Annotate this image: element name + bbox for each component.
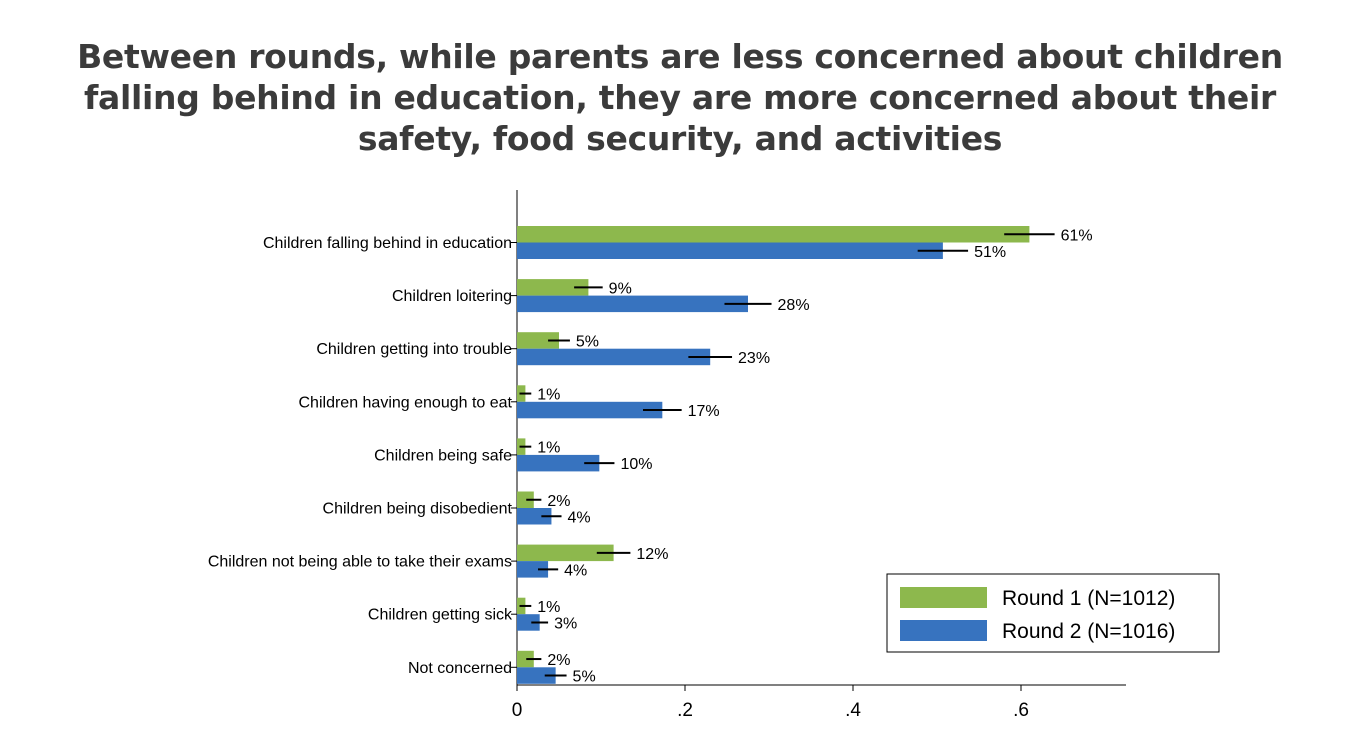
data-label: 1% <box>537 599 560 616</box>
bar <box>517 226 1030 243</box>
category-label: Children getting into trouble <box>316 341 512 358</box>
title-line: Between rounds, while parents are less c… <box>77 37 1283 76</box>
category-label: Children having enough to eat <box>299 394 513 411</box>
data-label: 4% <box>564 562 587 579</box>
bar <box>517 279 589 296</box>
bar <box>517 614 540 631</box>
x-tick-label: .2 <box>677 700 693 721</box>
data-label: 17% <box>688 403 720 420</box>
data-label: 5% <box>573 669 596 686</box>
data-label: 51% <box>974 244 1006 261</box>
bar <box>517 544 614 562</box>
category-label: Children loitering <box>392 288 512 305</box>
title-line: safety, food security, and activities <box>357 119 1003 158</box>
category-label: Children not being able to take their ex… <box>208 554 512 571</box>
data-label: 4% <box>568 509 591 526</box>
chart-title: Between rounds, while parents are less c… <box>0 36 1350 159</box>
bar <box>517 401 663 419</box>
bar <box>517 348 711 366</box>
legend-swatch <box>900 587 987 608</box>
bar <box>517 650 534 668</box>
bar <box>517 295 748 313</box>
data-label: 1% <box>537 387 560 404</box>
category-label: Children being safe <box>374 447 512 464</box>
bar <box>517 491 534 508</box>
data-label: 1% <box>537 440 560 457</box>
data-label: 2% <box>547 652 570 669</box>
data-label: 2% <box>547 493 570 510</box>
data-label: 28% <box>778 297 810 314</box>
data-label: 3% <box>554 615 577 632</box>
x-tick-label: .6 <box>1013 700 1029 721</box>
x-tick-label: 0 <box>512 700 523 721</box>
bar <box>517 561 549 578</box>
legend-swatch <box>900 620 987 641</box>
bar <box>517 508 552 525</box>
x-tick-label: .4 <box>845 700 861 721</box>
category-label: Children getting sick <box>368 607 513 624</box>
legend-label: Round 2 (N=1016) <box>1002 620 1175 643</box>
data-label: 9% <box>609 280 632 297</box>
bar <box>517 332 559 349</box>
data-label: 23% <box>738 350 770 367</box>
bar <box>517 667 556 684</box>
data-label: 12% <box>636 546 668 563</box>
data-label: 10% <box>620 456 652 473</box>
data-label: 61% <box>1061 227 1093 244</box>
category-label: Children being disobedient <box>323 501 513 518</box>
category-label: Children falling behind in education <box>263 235 512 252</box>
bar <box>517 242 943 259</box>
category-label: Not concerned <box>408 660 512 677</box>
legend-label: Round 1 (N=1012) <box>1002 587 1175 610</box>
data-label: 5% <box>576 333 599 350</box>
bar <box>517 454 600 472</box>
title-line: falling behind in education, they are mo… <box>83 78 1277 117</box>
